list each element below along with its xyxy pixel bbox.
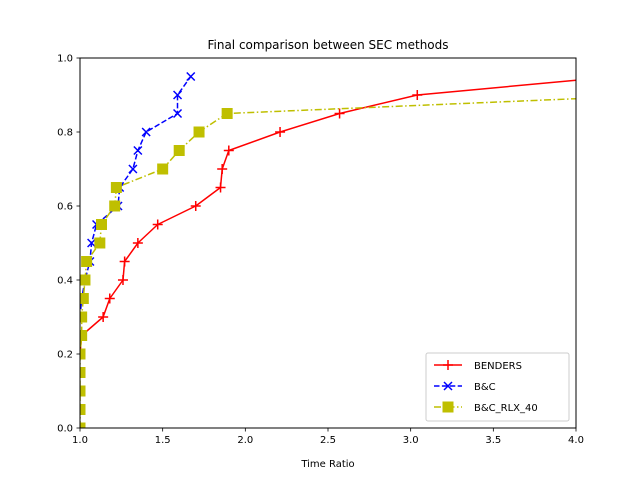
y-tick-label: 0.2 xyxy=(57,350,73,361)
x-tick-label: 1.5 xyxy=(155,435,171,446)
chart-title: Final comparison between SEC methods xyxy=(207,38,448,52)
legend: BENDERS B&C B&C_RLX_40 xyxy=(425,352,570,422)
data-point xyxy=(334,108,345,119)
data-point xyxy=(128,164,138,174)
x-axis-label: Time Ratio xyxy=(300,459,354,470)
series-layer xyxy=(80,71,576,428)
data-point xyxy=(190,201,201,211)
legend-label: B&C_RLX_40 xyxy=(474,403,538,414)
legend-label: BENDERS xyxy=(474,361,522,372)
data-point xyxy=(412,90,423,100)
data-point xyxy=(186,71,196,82)
ticks-layer: 1.0 1.5 2.0 2.5 3.0 3.5 4.0 0.0 0.2 0.4 0.6 0.8 1.0 xyxy=(57,54,584,447)
y-tick-label: 0.8 xyxy=(57,128,73,139)
data-point xyxy=(215,182,226,193)
data-point xyxy=(109,200,121,212)
y-tick-label: 0.4 xyxy=(57,276,73,287)
x-tick-label: 1.0 xyxy=(72,435,88,446)
data-point xyxy=(221,108,233,119)
legend-item: B&C xyxy=(434,381,496,393)
legend-marker xyxy=(443,360,453,370)
legend-label: B&C xyxy=(474,382,496,393)
data-point xyxy=(173,145,185,156)
series-line xyxy=(80,79,576,355)
data-point xyxy=(193,126,205,138)
series-line xyxy=(80,76,192,318)
data-point xyxy=(141,127,151,137)
data-point xyxy=(80,348,86,360)
data-point xyxy=(173,90,183,100)
data-point xyxy=(80,422,86,428)
series-b-c xyxy=(80,71,196,322)
x-tick-label: 3.5 xyxy=(485,435,501,446)
legend-item: BENDERS xyxy=(434,360,522,372)
x-tick-label: 2.5 xyxy=(320,435,336,446)
x-tick-label: 2.0 xyxy=(237,435,253,446)
x-tick-label: 3.0 xyxy=(403,435,419,446)
data-point xyxy=(133,145,143,156)
data-point xyxy=(80,404,86,415)
legend-box xyxy=(425,352,570,422)
data-point xyxy=(80,293,89,304)
data-point xyxy=(275,127,286,137)
legend-item: B&C_RLX_40 xyxy=(434,401,538,414)
data-point xyxy=(173,108,183,119)
data-point xyxy=(80,330,88,341)
data-point xyxy=(80,367,86,378)
data-point xyxy=(87,238,97,248)
data-point xyxy=(117,275,128,285)
data-point xyxy=(223,145,234,156)
series-b-c-rlx-40 xyxy=(80,97,576,428)
data-point xyxy=(80,311,88,323)
x-tick-label: 4.0 xyxy=(568,435,584,446)
data-point xyxy=(104,293,115,304)
data-point xyxy=(217,164,228,174)
series-benders xyxy=(80,79,576,359)
data-point xyxy=(152,219,163,230)
y-tick-label: 1.0 xyxy=(57,54,73,65)
y-tick-label: 0.0 xyxy=(57,424,73,435)
data-point xyxy=(81,256,93,267)
data-point xyxy=(119,256,130,267)
legend-marker xyxy=(442,401,454,413)
legend-marker xyxy=(443,381,453,391)
data-point xyxy=(157,163,169,175)
data-point xyxy=(80,385,86,397)
data-point xyxy=(80,274,91,286)
data-point xyxy=(95,219,107,230)
data-point xyxy=(110,182,122,193)
data-point xyxy=(98,312,109,322)
y-tick-label: 0.6 xyxy=(57,202,73,213)
data-point xyxy=(132,238,143,248)
data-point xyxy=(94,237,106,249)
